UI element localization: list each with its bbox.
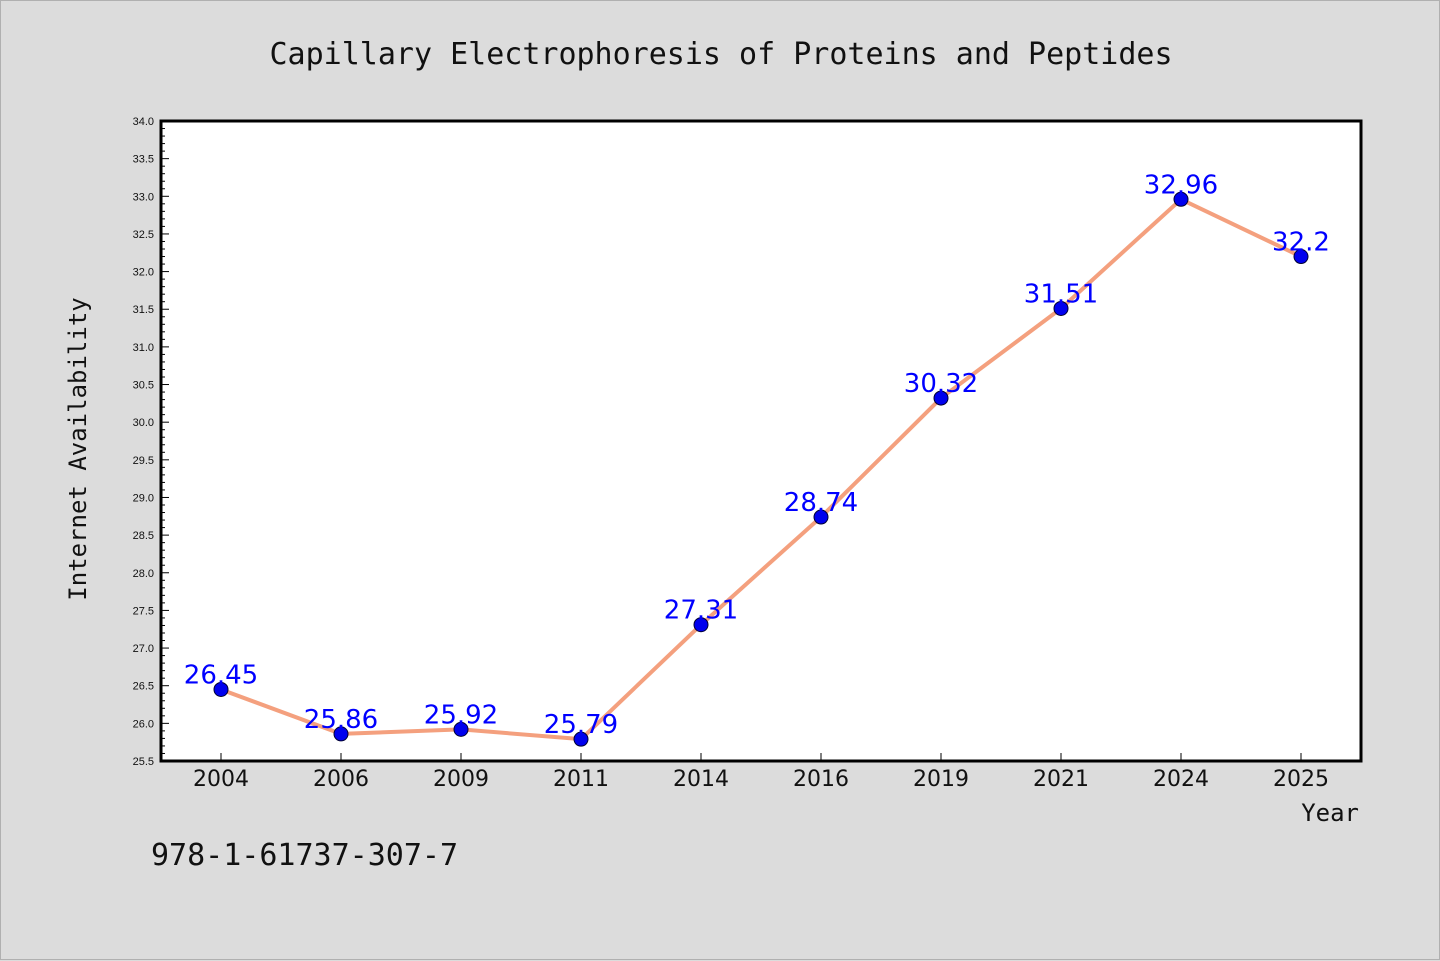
x-axis-title: Year [1301,799,1359,827]
x-tick-label: 2019 [913,767,969,792]
x-tick-label: 2024 [1153,767,1209,792]
data-point-marker [1293,249,1309,265]
data-point-marker [333,726,349,742]
data-point-marker [1173,191,1189,207]
data-label: 27.31 [664,596,738,626]
y-tick-label: 28.5 [133,530,154,542]
data-point-marker [813,509,829,525]
y-tick-label: 30.0 [133,417,154,429]
x-tick-label: 2011 [553,767,609,792]
data-point-marker [573,731,589,747]
series-line-group: 26.45 25.86 25.92 25.79 27.31 28.74 30.32 31.51… [184,170,1330,747]
x-tick-label: 2004 [193,767,249,792]
data-label: 25.86 [304,705,378,735]
data-point-marker [213,681,229,697]
data-point-marker [933,390,949,406]
data-point-marker [453,721,469,737]
y-axis: 25.5 26.0 26.5 27.0 27.5 28.0 28.5 29.0 29.5 30.0… [133,116,169,768]
y-tick-label: 33.5 [133,154,154,166]
data-point-marker [1053,300,1069,316]
y-tick-label: 33.0 [133,191,154,203]
y-tick-label: 34.0 [133,116,154,128]
y-tick-label: 32.5 [133,229,154,241]
data-label: 30.32 [904,369,978,399]
y-axis-title: Internet Availability [64,297,92,600]
x-axis: 2004 2006 2009 2011 2014 2016 2019 2021 2024 2025 [193,753,1329,792]
y-tick-label: 26.0 [133,718,154,730]
plot-area [161,121,1361,761]
plot-frame [159,119,1363,763]
y-tick-label: 29.5 [133,455,154,467]
y-tick-label: 27.0 [133,643,154,655]
data-label: 31.51 [1024,279,1098,309]
y-tick-label: 29.0 [133,492,154,504]
data-label: 25.92 [424,700,498,730]
data-label: 32.96 [1144,170,1218,200]
data-label: 28.74 [784,488,858,518]
y-tick-label: 28.0 [133,568,154,580]
x-tick-label: 2025 [1273,767,1329,792]
y-tick-label: 31.0 [133,342,154,354]
y-tick-label: 31.5 [133,304,154,316]
series-line [219,197,1303,742]
data-point-marker [693,617,709,633]
data-label: 25.79 [544,710,618,740]
x-tick-label: 2009 [433,767,489,792]
y-tick-label: 30.5 [133,380,154,392]
x-tick-label: 2016 [793,767,849,792]
x-tick-label: 2021 [1033,767,1089,792]
data-label: 32.2 [1272,228,1330,258]
x-tick-label: 2006 [313,767,369,792]
y-tick-label: 25.5 [133,756,154,768]
chart-title: Capillary Electrophoresis of Proteins an… [269,37,1172,72]
y-tick-label: 32.0 [133,267,154,279]
x-tick-label: 2014 [673,767,729,792]
y-tick-label: 27.5 [133,605,154,617]
data-label: 26.45 [184,660,258,690]
isbn-footnote: 978-1-61737-307-7 [151,838,458,873]
y-tick-label: 26.5 [133,681,154,693]
